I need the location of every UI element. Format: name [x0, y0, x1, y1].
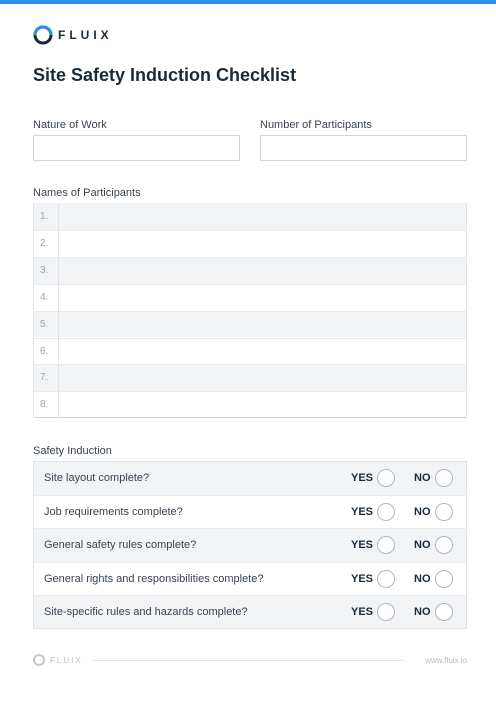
row-number: 2.	[40, 237, 49, 249]
question: Site-specific rules and hazards complete…	[44, 606, 248, 619]
question: Site layout complete?	[44, 472, 150, 484]
yes-label: YES	[351, 606, 374, 619]
field-input[interactable]	[260, 135, 467, 161]
no-label: NO	[414, 572, 431, 585]
field-label: Number of Participants	[260, 119, 372, 131]
no-radio[interactable]	[435, 502, 453, 521]
participant-row[interactable]	[33, 283, 467, 311]
participant-row[interactable]	[33, 229, 467, 257]
yes-radio[interactable]	[377, 536, 395, 555]
no-label: NO	[414, 472, 431, 484]
logo-icon	[33, 25, 53, 45]
participant-row[interactable]	[33, 203, 467, 230]
row-number: 5.	[40, 318, 49, 330]
yes-label: YES	[351, 472, 374, 484]
no-radio[interactable]	[435, 603, 453, 622]
top-bar	[0, 0, 496, 4]
row-number: 3.	[40, 264, 49, 276]
title: Site Safety Induction Checklist	[33, 65, 297, 85]
question-row	[33, 494, 467, 529]
footer-url: www.fluix.io	[425, 656, 467, 665]
no-label: NO	[414, 505, 431, 518]
participant-row[interactable]	[33, 391, 467, 419]
footer-logo	[33, 654, 45, 666]
no-radio[interactable]	[435, 469, 453, 487]
logo-arc	[33, 25, 53, 36]
question: Job requirements complete?	[44, 505, 183, 518]
section-label: Names of Participants	[33, 187, 141, 199]
brand: FLUIX	[58, 28, 113, 42]
footer-line	[93, 660, 405, 661]
number-divider	[58, 203, 59, 419]
field-input[interactable]	[33, 135, 240, 161]
footer-brand: FLUIX	[50, 656, 83, 665]
no-label: NO	[414, 539, 431, 552]
question-row	[33, 561, 467, 596]
participant-row[interactable]	[33, 337, 467, 365]
participant-row[interactable]	[33, 364, 467, 392]
row-number: 7.	[40, 372, 49, 384]
no-radio[interactable]	[435, 536, 453, 555]
participant-row[interactable]	[33, 310, 467, 338]
footer-logo-ring	[33, 654, 45, 666]
row-number: 1.	[40, 211, 49, 222]
yes-label: YES	[351, 539, 374, 552]
yes-radio[interactable]	[377, 569, 395, 588]
row-number: 6.	[40, 345, 49, 357]
yes-radio[interactable]	[377, 603, 395, 622]
no-label: NO	[414, 606, 431, 619]
yes-label: YES	[351, 572, 374, 585]
no-radio[interactable]	[435, 569, 453, 588]
question: General rights and responsibilities comp…	[44, 572, 264, 585]
question: General safety rules complete?	[44, 539, 197, 552]
section-label: Safety Induction	[33, 445, 112, 457]
yes-radio[interactable]	[377, 502, 395, 521]
yes-radio[interactable]	[377, 469, 395, 487]
row-number: 4.	[40, 291, 49, 303]
field-label: Nature of Work	[33, 119, 107, 131]
participant-row[interactable]	[33, 256, 467, 284]
yes-label: YES	[351, 505, 374, 518]
row-number: 8.	[40, 399, 49, 411]
